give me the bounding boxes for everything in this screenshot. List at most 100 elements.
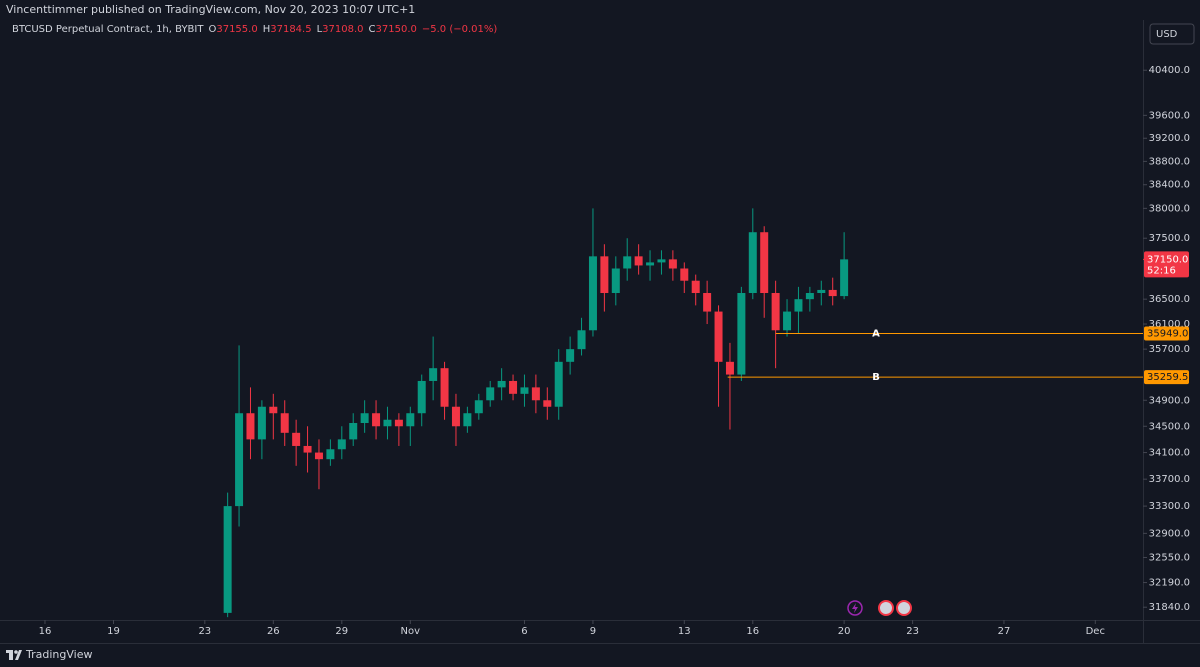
candle-body <box>394 419 403 427</box>
candle-body <box>840 259 849 297</box>
candle-body <box>509 380 518 394</box>
candle <box>783 299 792 337</box>
candle-body <box>486 387 495 401</box>
event-flag[interactable] <box>896 600 912 616</box>
candle-body <box>805 293 814 300</box>
candle-body <box>314 452 323 460</box>
candle <box>337 426 346 460</box>
currency: USD <box>1156 29 1178 40</box>
legend-key: L <box>316 24 323 35</box>
level-name: B <box>872 372 880 383</box>
candle-body <box>771 293 780 331</box>
candle-body <box>474 400 483 414</box>
y-tick-label: 37500.0 <box>1149 233 1190 244</box>
candle-body <box>280 413 289 433</box>
candle <box>223 492 232 618</box>
y-tick-label: 33300.0 <box>1149 501 1190 512</box>
event-icon[interactable] <box>847 600 863 616</box>
candle-body <box>429 368 438 381</box>
candle <box>531 374 540 414</box>
candle <box>725 342 734 430</box>
candle <box>429 336 438 401</box>
level-price: 35949.0 <box>1147 328 1188 339</box>
candle <box>588 208 597 337</box>
candle-body <box>349 422 358 440</box>
y-tick-label: 39600.0 <box>1149 110 1190 121</box>
y-tick-label: 38400.0 <box>1149 180 1190 191</box>
candle <box>805 286 814 312</box>
x-tick-label: 23 <box>906 626 919 637</box>
candle-body <box>497 380 506 388</box>
candle-body <box>588 256 597 331</box>
candle <box>554 349 563 420</box>
candle <box>646 250 655 281</box>
candle-body <box>360 413 369 423</box>
candle <box>577 317 586 356</box>
candle <box>314 439 323 490</box>
candle-body <box>577 330 586 350</box>
candle-body <box>440 368 449 407</box>
candle-body <box>725 361 734 375</box>
candle-body <box>794 299 803 312</box>
candle <box>474 393 483 420</box>
y-tick-label: 32900.0 <box>1149 528 1190 539</box>
y-tick-label: 32550.0 <box>1149 552 1190 563</box>
candle <box>748 208 757 300</box>
candle-body <box>668 259 677 269</box>
x-tick-label: 29 <box>335 626 348 637</box>
brand: TradingView <box>26 648 93 661</box>
candle-body <box>463 413 472 427</box>
candle <box>611 256 620 306</box>
candle-body <box>691 280 700 294</box>
currency-box[interactable] <box>1149 23 1195 45</box>
event-icons[interactable] <box>847 600 912 616</box>
y-tick-label: 36500.0 <box>1149 294 1190 305</box>
candle-body <box>600 256 609 294</box>
candle-body <box>623 256 632 269</box>
candle <box>360 400 369 433</box>
candle <box>257 400 266 460</box>
countdown: 52:16 <box>1147 265 1176 276</box>
publish-bar: Vincenttimmer published on TradingView.c… <box>0 0 1200 20</box>
event-flag[interactable] <box>878 600 894 616</box>
y-tick-label: 39200.0 <box>1149 133 1190 144</box>
candle <box>691 274 700 306</box>
candle <box>497 368 506 401</box>
level-price-tag <box>1144 326 1189 341</box>
candle <box>566 336 575 375</box>
level-price-tag <box>1144 370 1189 385</box>
candle-body <box>383 419 392 427</box>
candle <box>486 380 495 407</box>
legend-value: 37108.0 <box>322 24 364 35</box>
candle <box>771 280 780 369</box>
candle-body <box>531 387 540 401</box>
x-tick-label: 27 <box>998 626 1011 637</box>
y-tick-label: 33700.0 <box>1149 474 1190 485</box>
candle-body <box>257 406 266 440</box>
x-tick-label: 6 <box>521 626 527 637</box>
candle <box>509 374 518 401</box>
candle <box>817 280 826 306</box>
candle <box>383 406 392 440</box>
candle-body <box>657 259 666 263</box>
level-price: 35259.5 <box>1147 372 1188 383</box>
chart: USD 40400.0 39600.0 39200.0 38800.0 38400.0 3… <box>0 20 1200 643</box>
legend-value: 37150.0 <box>375 24 417 35</box>
candle <box>440 361 449 420</box>
candle <box>394 413 403 446</box>
candle <box>463 406 472 433</box>
logo <box>6 650 22 660</box>
candle-body <box>269 406 278 414</box>
y-tick-label: 38800.0 <box>1149 156 1190 167</box>
y-tick-label: 36100.0 <box>1149 319 1190 330</box>
candle <box>417 374 426 427</box>
candle <box>372 400 381 440</box>
x-tick-label: 13 <box>678 626 691 637</box>
candle-body <box>703 293 712 312</box>
candle <box>668 250 677 281</box>
y-tick-label: 35700.0 <box>1149 344 1190 355</box>
candle-body <box>406 413 415 427</box>
candle <box>657 250 666 275</box>
y-tick-label: 34100.0 <box>1149 448 1190 459</box>
